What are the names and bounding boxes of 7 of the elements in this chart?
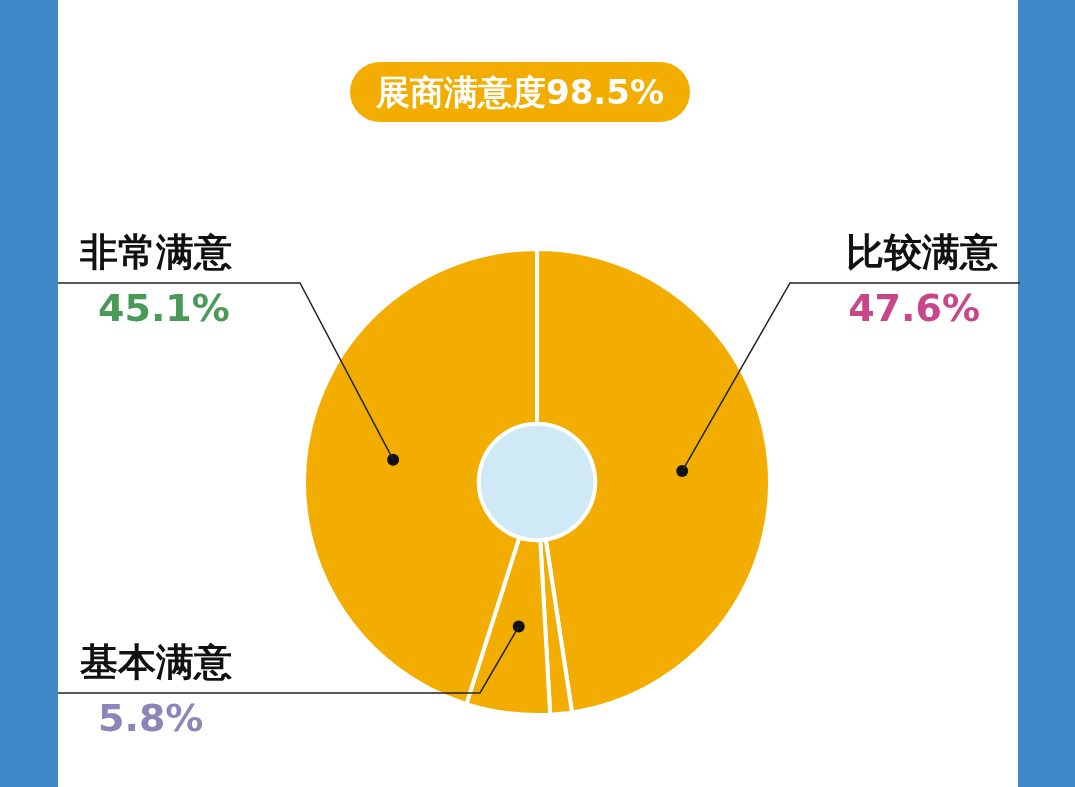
slice-label: 非常满意 <box>79 229 232 274</box>
slice-label: 基本满意 <box>79 639 232 684</box>
slice-label: 比较满意 <box>846 229 998 274</box>
data-label: 47.6% <box>848 285 980 330</box>
data-label: 45.1% <box>98 285 230 330</box>
chart-title: 展商满意度98.5% <box>350 62 690 122</box>
data-label: 5.8% <box>98 695 204 740</box>
